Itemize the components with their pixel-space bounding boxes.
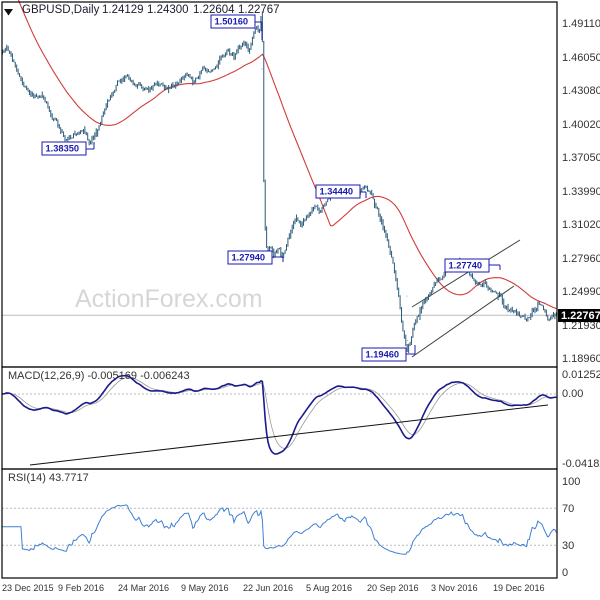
svg-text:1.46050: 1.46050 [562, 52, 600, 64]
svg-text:1.37050: 1.37050 [562, 152, 600, 164]
svg-text:GBPUSD,Daily: GBPUSD,Daily [22, 4, 100, 16]
svg-text:24 Mar 2016: 24 Mar 2016 [118, 583, 169, 593]
svg-text:-0.041823: -0.041823 [562, 458, 600, 470]
svg-text:1.19460: 1.19460 [366, 350, 400, 360]
svg-text:1.18960: 1.18960 [562, 353, 600, 365]
svg-text:3 Nov 2016: 3 Nov 2016 [431, 583, 478, 593]
svg-text:1.49110: 1.49110 [562, 18, 600, 30]
svg-text:1.27740: 1.27740 [449, 261, 483, 271]
svg-text:RSI(14) 43.7717: RSI(14) 43.7717 [8, 472, 89, 484]
svg-text:ActionForex.com: ActionForex.com [75, 285, 263, 313]
svg-text:1.22767: 1.22767 [238, 4, 280, 16]
svg-text:70: 70 [562, 503, 574, 515]
svg-text:0.00: 0.00 [562, 388, 583, 400]
svg-text:1.34440: 1.34440 [320, 187, 354, 197]
svg-text:5 Aug 2016: 5 Aug 2016 [306, 583, 352, 593]
svg-text:1.22604: 1.22604 [193, 4, 235, 16]
svg-text:1.43080: 1.43080 [562, 85, 600, 97]
svg-text:22 Jun 2016: 22 Jun 2016 [243, 583, 293, 593]
svg-text:1.24300: 1.24300 [147, 4, 189, 16]
svg-text:0.012522: 0.012522 [562, 369, 600, 381]
svg-text:1.24990: 1.24990 [562, 286, 600, 298]
svg-text:20 Sep 2016: 20 Sep 2016 [367, 583, 419, 593]
svg-text:1.33990: 1.33990 [562, 186, 600, 198]
svg-text:1.38350: 1.38350 [46, 144, 80, 154]
svg-text:19 Dec 2016: 19 Dec 2016 [493, 583, 545, 593]
svg-text:1.31020: 1.31020 [562, 219, 600, 231]
svg-text:1.24129: 1.24129 [102, 4, 144, 16]
svg-text:9 May 2016: 9 May 2016 [181, 583, 229, 593]
svg-text:0: 0 [562, 567, 568, 579]
svg-text:1.27940: 1.27940 [232, 253, 266, 263]
svg-text:100: 100 [562, 476, 580, 488]
svg-text:1.27960: 1.27960 [562, 253, 600, 265]
svg-text:1.22767: 1.22767 [561, 310, 600, 322]
svg-text:1.40020: 1.40020 [562, 119, 600, 131]
svg-text:30: 30 [562, 540, 574, 552]
svg-text:23 Dec 2015: 23 Dec 2015 [2, 583, 54, 593]
svg-text:MACD(12,26,9) -0.005169 -0.006: MACD(12,26,9) -0.005169 -0.006243 [8, 370, 190, 382]
svg-text:1.50160: 1.50160 [215, 17, 249, 27]
svg-text:9 Feb 2016: 9 Feb 2016 [58, 583, 104, 593]
